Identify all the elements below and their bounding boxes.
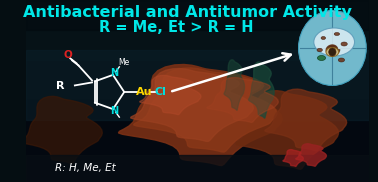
Ellipse shape (338, 58, 345, 62)
Ellipse shape (317, 48, 322, 52)
Bar (26, 0, 369, 60)
Ellipse shape (341, 42, 347, 46)
Text: Cl: Cl (155, 87, 166, 97)
Bar (26, 155, 369, 182)
Ellipse shape (334, 33, 339, 35)
Text: N: N (110, 106, 118, 116)
Polygon shape (20, 96, 102, 164)
Polygon shape (207, 78, 278, 122)
Ellipse shape (326, 48, 339, 56)
Polygon shape (249, 62, 274, 118)
Polygon shape (118, 64, 282, 165)
Text: R: R (56, 81, 65, 91)
Text: R = Me, Et > R = H: R = Me, Et > R = H (99, 19, 253, 35)
Bar (26, 100, 369, 182)
Text: N: N (110, 68, 118, 78)
Text: O: O (63, 50, 72, 60)
Ellipse shape (314, 28, 355, 56)
Circle shape (298, 10, 367, 86)
Polygon shape (139, 75, 201, 115)
Bar (26, 0, 369, 30)
Ellipse shape (318, 56, 325, 60)
Text: Me: Me (118, 58, 129, 67)
Text: Antibacterial and Antitumor Activity: Antibacterial and Antitumor Activity (23, 5, 352, 19)
Polygon shape (224, 60, 245, 110)
Text: R: H, Me, Et: R: H, Me, Et (55, 163, 116, 173)
Polygon shape (133, 68, 277, 152)
Bar (26, 50, 369, 120)
Polygon shape (236, 91, 339, 169)
Polygon shape (283, 150, 304, 166)
Polygon shape (130, 68, 253, 141)
Circle shape (329, 48, 336, 56)
Text: Au: Au (136, 87, 152, 97)
Ellipse shape (321, 37, 325, 39)
Polygon shape (296, 144, 327, 166)
Polygon shape (265, 89, 347, 151)
